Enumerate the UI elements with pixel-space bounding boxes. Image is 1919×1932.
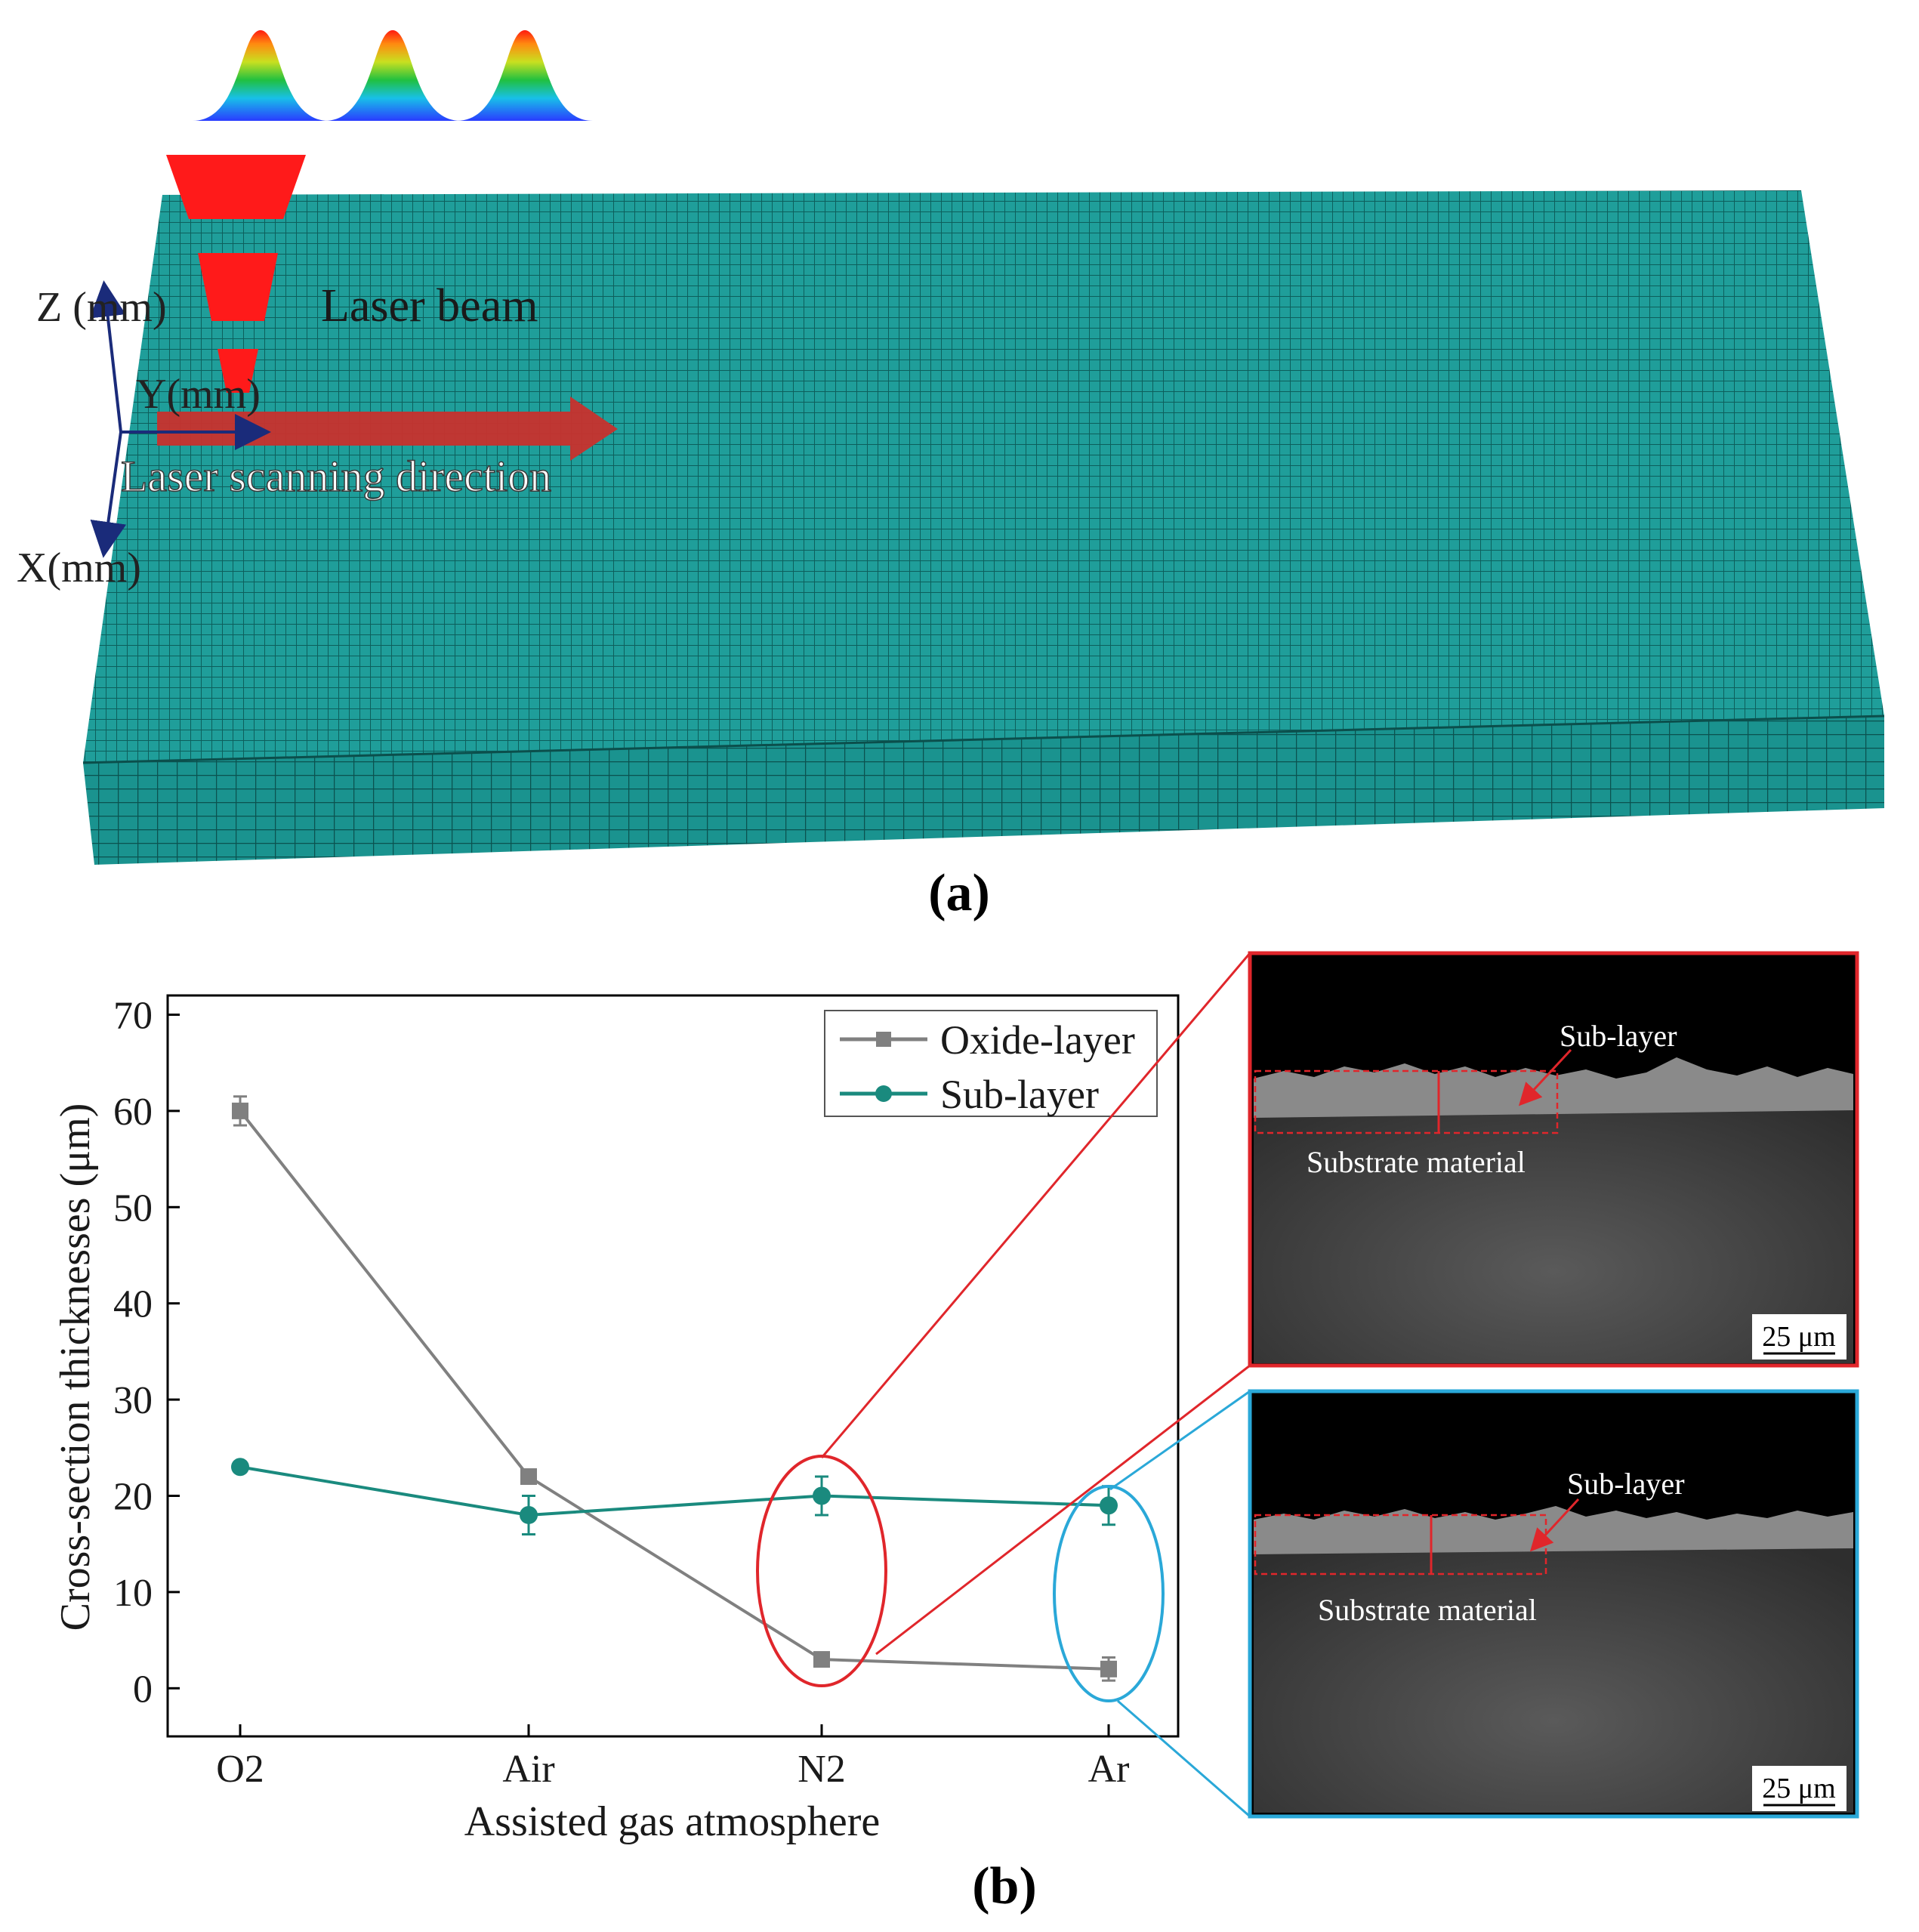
sem-inset-n2: Sub-layer Substrate material 25 μm bbox=[1248, 951, 1859, 1368]
mesh-block-side-face bbox=[83, 716, 1884, 865]
y-tick-label: 10 bbox=[113, 1572, 153, 1615]
y-tick-label: 0 bbox=[133, 1668, 153, 1711]
sem-ar-sublayer-label: Sub-layer bbox=[1567, 1467, 1685, 1501]
legend-sub-label: Sub-layer bbox=[940, 1072, 1099, 1117]
y-axis-label: Y(mm) bbox=[136, 371, 261, 418]
data-point-sub-layer bbox=[520, 1505, 538, 1524]
sem-ar-frame bbox=[1248, 1389, 1859, 1819]
gaussian-profiles bbox=[193, 30, 593, 121]
legend: Oxide-layer Sub-layer bbox=[824, 1010, 1158, 1117]
coordinate-axes bbox=[89, 280, 271, 558]
data-point-oxide-layer bbox=[1100, 1660, 1117, 1677]
laser-beam-label: Laser beam bbox=[321, 280, 538, 332]
gaussian-profile-3 bbox=[457, 30, 593, 121]
data-point-oxide-layer bbox=[232, 1102, 248, 1119]
scan-direction-arrow bbox=[157, 397, 618, 461]
series-line-oxide-layer bbox=[239, 1110, 1109, 1671]
legend-oxide-label: Oxide-layer bbox=[940, 1017, 1135, 1063]
sem-n2-frame bbox=[1248, 951, 1859, 1368]
z-axis-label: Z (mm) bbox=[36, 284, 167, 331]
laser-beam-shape bbox=[166, 155, 306, 393]
data-point-sub-layer bbox=[231, 1458, 249, 1477]
y-tick-label: 30 bbox=[113, 1379, 153, 1422]
sem-n2-substrate-label: Substrate material bbox=[1307, 1145, 1526, 1179]
gaussian-profile-1 bbox=[193, 30, 329, 121]
panel-a: Z (mm) Y(mm) X(mm) Laser beam Laser scan… bbox=[17, 30, 1885, 922]
panel-a-label: (a) bbox=[928, 864, 990, 922]
data-point-oxide-layer bbox=[813, 1651, 830, 1668]
connector-red-top bbox=[820, 952, 1251, 1458]
connector-blue-bottom bbox=[1117, 1699, 1251, 1818]
x-axis-title: Assisted gas atmosphere bbox=[464, 1798, 881, 1845]
sem-n2-scale-bar: 25 μm bbox=[1762, 1321, 1835, 1353]
series-line-sub-layer bbox=[239, 1465, 1109, 1517]
sem-ar-substrate-label: Substrate material bbox=[1318, 1593, 1537, 1627]
x-axis-label: X(mm) bbox=[17, 545, 141, 591]
x-tick-label: N2 bbox=[798, 1748, 846, 1791]
data-point-oxide-layer bbox=[520, 1468, 537, 1486]
sem-inset-ar: Sub-layer Substrate material 25 μm bbox=[1248, 1389, 1859, 1819]
y-tick-label: 70 bbox=[113, 994, 153, 1037]
x-tick-label: Air bbox=[502, 1748, 554, 1791]
sem-ar-scale-bar: 25 μm bbox=[1762, 1773, 1835, 1804]
legend-oxide-marker bbox=[876, 1032, 891, 1047]
data-point-sub-layer bbox=[1100, 1496, 1118, 1515]
plot-frame bbox=[166, 994, 1180, 1738]
y-tick-label: 50 bbox=[113, 1187, 153, 1230]
panel-b: 0 10 20 30 40 50 60 70 O2 Air N2 Ar Oxide-layer Sub… bbox=[52, 951, 1859, 1915]
y-tick-label: 60 bbox=[113, 1091, 153, 1134]
data-point-sub-layer bbox=[813, 1486, 831, 1505]
x-tick-label: O2 bbox=[216, 1748, 264, 1791]
ar-highlight-ellipse bbox=[1053, 1485, 1165, 1702]
x-tick-label: Ar bbox=[1088, 1748, 1130, 1791]
y-tick-label: 40 bbox=[113, 1283, 153, 1326]
sem-n2-sublayer-label: Sub-layer bbox=[1560, 1019, 1677, 1053]
y-tick-label: 20 bbox=[113, 1475, 153, 1518]
panel-b-label: (b) bbox=[972, 1857, 1037, 1915]
connector-blue-top bbox=[1109, 1390, 1251, 1491]
connector-red-bottom bbox=[875, 1364, 1251, 1656]
y-axis-title: Cross-section thicknesses (μm) bbox=[52, 1103, 99, 1631]
legend-sub-marker bbox=[875, 1085, 892, 1102]
mesh-block-top-face bbox=[83, 190, 1884, 763]
chart-layer: 0 10 20 30 40 50 60 70 O2 Air N2 Ar bbox=[113, 994, 1129, 1791]
scan-direction-label: Laser scanning direction bbox=[121, 452, 551, 501]
gaussian-profile-2 bbox=[325, 30, 461, 121]
